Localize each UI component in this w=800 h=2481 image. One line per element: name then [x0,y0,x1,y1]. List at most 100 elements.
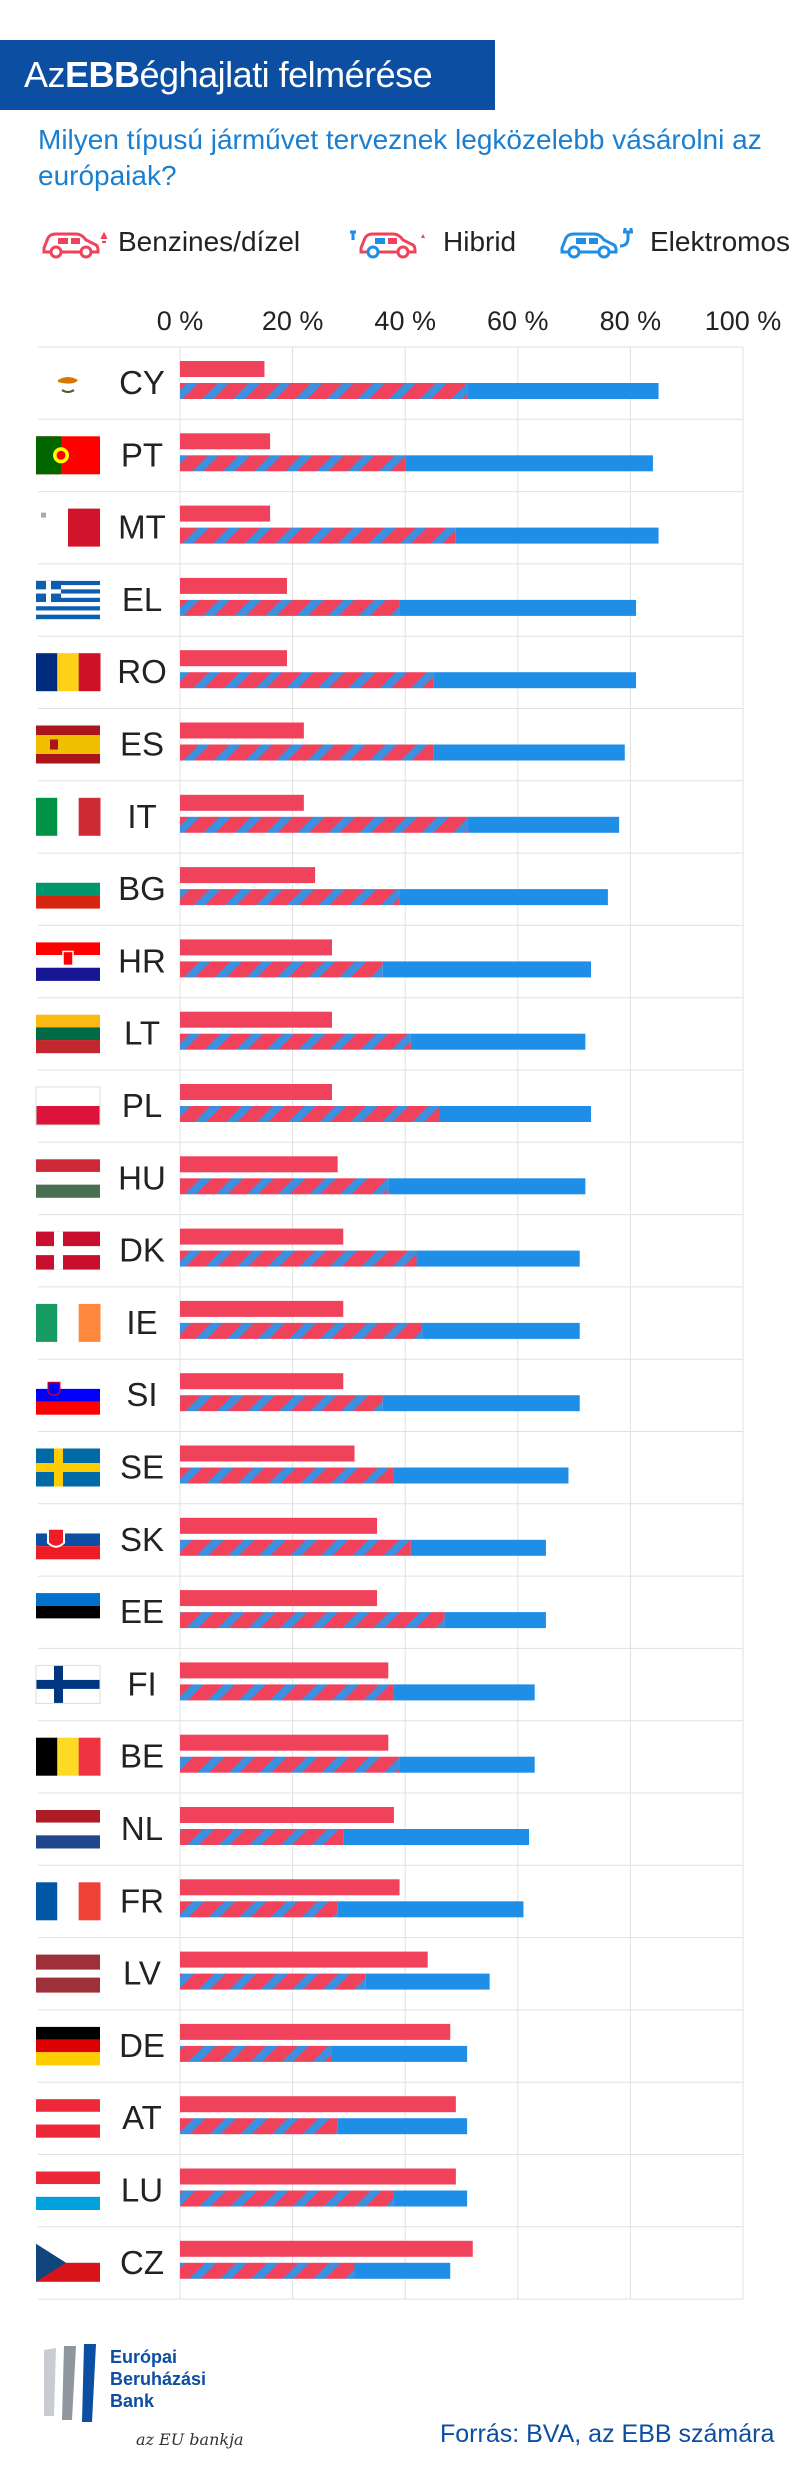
country-label: BG [118,870,166,907]
bar-hybrid [180,2118,338,2135]
country-label: ES [120,726,164,763]
bar-hybrid [180,1178,389,1195]
bar-hybrid [180,1033,411,1050]
chart-subtitle: Milyen típusú járművet terveznek legköze… [38,124,762,191]
bar-hybrid [180,2190,394,2207]
bar-petrol [180,1662,389,1679]
country-label: FR [120,1882,164,1919]
x-tick-label: 60 % [487,306,549,336]
source-note: Forrás: BVA, az EBB számára [440,2420,775,2448]
bar-hybrid [180,1467,394,1484]
flag-at [36,2099,100,2138]
flag-nl [36,1810,100,1849]
country-label: DE [119,2027,165,2064]
bar-petrol [180,433,271,450]
x-tick-label: 0 % [157,306,204,336]
bar-petrol [180,1084,333,1100]
bar-petrol [180,1879,400,1896]
bar-petrol [180,1590,378,1607]
eib-tagline: az EU bankja [136,2430,244,2449]
country-label: RO [117,653,167,690]
chart-row-pl: PL [35,1084,743,1143]
flag-pl [35,1086,101,1126]
flag-hu [36,1159,100,1198]
chart-row-lt: LT [36,1011,743,1071]
chart-row-at: AT [36,2096,743,2155]
bar-hybrid [180,672,434,689]
bar-hybrid [180,816,468,833]
country-label: LV [123,1955,161,1992]
country-label: EL [122,581,162,618]
flag-it [36,797,101,836]
bar-electric [343,1829,530,1845]
bar-electric [354,2262,451,2279]
chart-row-hr: HR [36,939,743,999]
eib-logo: Európai Beruházási Bank az EU bankja [36,2338,296,2458]
chart-row-fr: FR [36,1879,743,1939]
bar-electric [455,527,659,544]
country-label: CZ [120,2244,164,2281]
flag-ie [36,1303,101,1342]
bar-hybrid [180,2045,333,2062]
bar-petrol [180,2023,451,2040]
bar-hybrid [180,2262,355,2279]
bar-petrol [180,1228,344,1245]
bar-hybrid [180,527,456,544]
flag-ee [36,1593,100,1632]
bar-hybrid [180,1395,383,1412]
bar-petrol [180,361,265,377]
bar-electric [405,455,653,472]
chart-row-dk: DK [36,1228,743,1288]
bar-petrol [180,650,287,667]
bar-petrol [180,2240,473,2257]
bar-electric [467,383,659,399]
bar-electric [337,1901,524,1918]
petrol-car-icon [42,231,108,259]
bar-hybrid [180,1684,394,1701]
chart-row-cz: CZ [36,2240,743,2300]
bar-hybrid [180,1322,423,1339]
bar-electric [393,1684,535,1701]
bar-electric [382,961,591,978]
bar-petrol [180,1156,338,1173]
bar-petrol [180,1011,333,1028]
flag-hr [36,942,100,981]
legend-item-electric: Elektromos [558,222,790,262]
bar-petrol [180,2168,456,2185]
bar-electric [399,1756,535,1773]
flag-dk [36,1231,100,1270]
chart-row-si: SI [36,1373,743,1432]
bar-petrol [180,1807,394,1823]
country-label: PT [121,436,163,473]
bar-electric [365,1973,490,1990]
legend-label-hybrid: Hibrid [443,226,517,257]
bar-chart: 0 % 20 % 40 % 60 % 80 % 100 % CY PT MT EL RO ES IT B… [35,306,781,2300]
bar-electric [410,1539,546,1556]
bar-electric [433,672,637,689]
bar-electric [382,1395,580,1412]
country-label: CY [119,364,165,401]
flag-se [36,1448,100,1487]
country-label: SI [126,1376,157,1413]
flag-bg [36,870,100,909]
flag-cy [36,364,100,402]
flag-el [36,580,100,620]
country-label: HU [118,1159,166,1196]
chart-row-lv: LV [36,1951,743,2011]
bar-hybrid [180,1612,445,1629]
bar-petrol [180,1951,428,1968]
bar-hybrid [180,961,383,978]
chart-row-de: DE [36,2023,743,2083]
country-label: AT [122,2099,162,2136]
flag-mt [36,508,100,547]
flag-de [36,2026,100,2066]
bar-petrol [180,1300,344,1317]
country-label: PL [122,1087,162,1124]
chart-row-cy: CY [36,361,743,420]
legend-label-electric: Elektromos [650,226,791,257]
bar-hybrid [180,1106,439,1122]
flag-ro [36,653,101,692]
chart-row-mt: MT [36,505,743,565]
bar-hybrid [180,599,400,616]
chart-row-lu: LU [36,2168,743,2228]
